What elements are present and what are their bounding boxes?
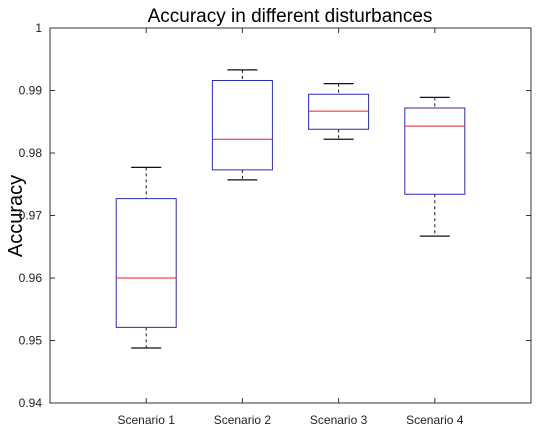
x-tick-label: Scenario 3 xyxy=(310,413,368,427)
y-tick-label: 0.98 xyxy=(19,146,43,160)
iqr-box xyxy=(404,107,466,195)
box-3 xyxy=(308,83,370,140)
boxes-group xyxy=(115,69,466,349)
x-axis-ticks: Scenario 1 Scenario 2 Scenario 3 Scenario 4 xyxy=(118,28,464,427)
plot-area-frame xyxy=(49,27,532,404)
y-axis-label: Accuracy xyxy=(5,175,27,257)
y-axis-ticks: 0.94 0.95 0.96 0.97 0.98 0.99 1 xyxy=(19,21,531,410)
box-4 xyxy=(404,96,466,237)
chart-title: Accuracy in different disturbances xyxy=(148,6,433,27)
x-tick-label: Scenario 1 xyxy=(118,413,176,427)
box-1 xyxy=(115,166,177,349)
y-tick-label: 0.94 xyxy=(19,396,43,410)
y-tick-label: 1 xyxy=(35,21,42,35)
x-tick-label: Scenario 2 xyxy=(214,413,272,427)
iqr-box xyxy=(308,93,370,130)
box-2 xyxy=(211,69,273,181)
y-tick-label: 0.97 xyxy=(19,209,43,223)
y-tick-label: 0.96 xyxy=(19,271,43,285)
iqr-box xyxy=(211,80,273,171)
x-tick-label: Scenario 4 xyxy=(406,413,464,427)
iqr-box xyxy=(115,198,177,328)
y-tick-label: 0.95 xyxy=(19,334,43,348)
y-tick-label: 0.99 xyxy=(19,84,43,98)
